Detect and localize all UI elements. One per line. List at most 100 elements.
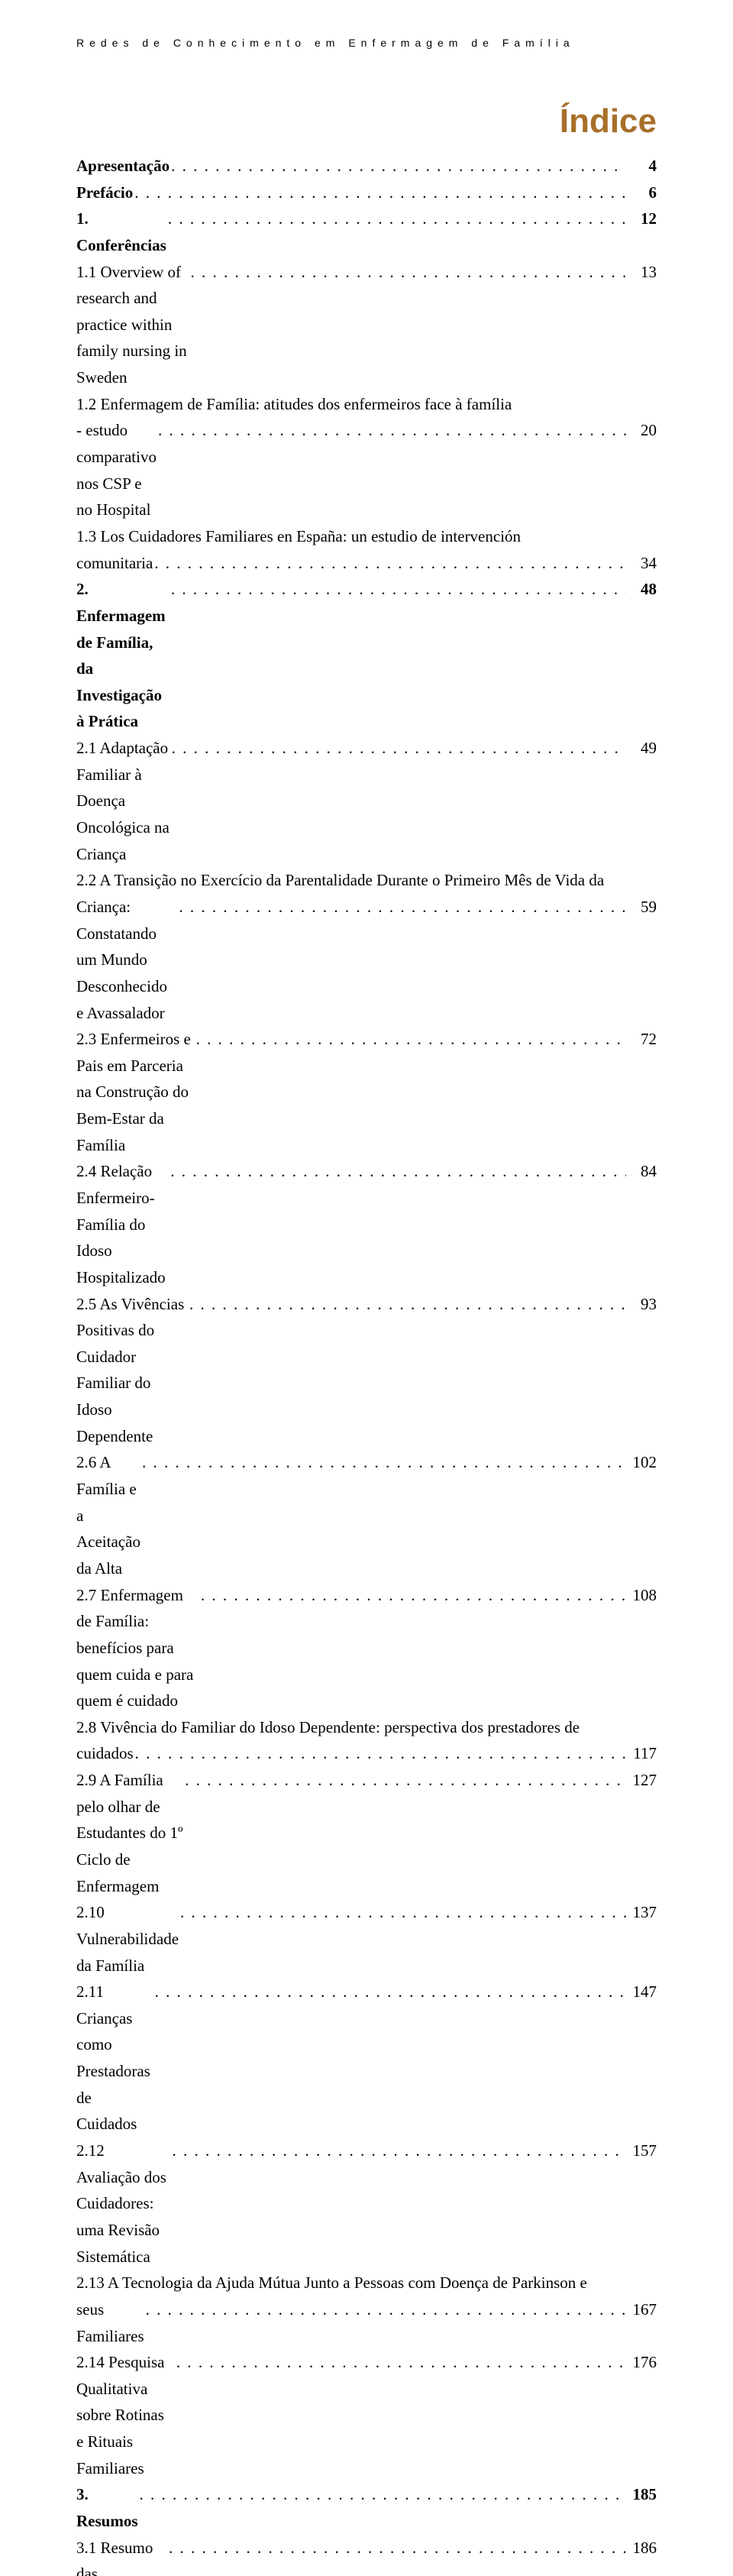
- toc-page-number: 12: [626, 205, 657, 232]
- toc-page-number: 127: [626, 1767, 657, 1794]
- toc-line: 2.7 Enfermagem de Família: benefícios pa…: [76, 1582, 657, 1714]
- toc-line: 1.1 Overview of research and practice wi…: [76, 259, 657, 391]
- document-page: Redes de Conhecimento em Enfermagem de F…: [0, 0, 733, 2576]
- toc-page-number: 48: [626, 576, 657, 603]
- toc-leader: . . . . . . . . . . . . . . . . . . . . …: [169, 1158, 626, 1185]
- toc-line: - estudo comparativo nos CSP e no Hospit…: [76, 417, 657, 523]
- toc-page-number: 59: [626, 894, 657, 921]
- toc-entry-text: 3.1 Resumo das comunicações livres: [76, 2535, 167, 2576]
- toc-leader: . . . . . . . . . . . . . . . . . . . . …: [166, 205, 626, 232]
- toc-line: Apresentação. . . . . . . . . . . . . . …: [76, 153, 657, 180]
- toc-line: 1.2 Enfermagem de Família: atitudes dos …: [76, 391, 657, 418]
- toc-entry-text: cuidados: [76, 1740, 134, 1767]
- toc-leader: . . . . . . . . . . . . . . . . . . . . …: [140, 1449, 626, 1476]
- toc-leader: . . . . . . . . . . . . . . . . . . . . …: [134, 1740, 626, 1767]
- toc-line: 2.9 A Família pelo olhar de Estudantes d…: [76, 1767, 657, 1899]
- toc-line: Prefácio. . . . . . . . . . . . . . . . …: [76, 180, 657, 206]
- toc-line: 2.2 A Transição no Exercício da Parental…: [76, 867, 657, 894]
- toc-page-number: 186: [626, 2535, 657, 2561]
- toc-entry-text: 2.11 Crianças como Prestadoras de Cuidad…: [76, 1979, 153, 2137]
- running-header: Redes de Conhecimento em Enfermagem de F…: [76, 37, 657, 49]
- toc-page-number: 6: [626, 180, 657, 206]
- toc-entry-text: 2.2 A Transição no Exercício da Parental…: [76, 867, 604, 894]
- toc-leader: . . . . . . . . . . . . . . . . . . . . …: [195, 1026, 626, 1053]
- toc-line: cuidados. . . . . . . . . . . . . . . . …: [76, 1740, 657, 1767]
- toc-page-number: 72: [626, 1026, 657, 1053]
- toc-page-number: 49: [626, 735, 657, 762]
- toc-page-number: 147: [626, 1979, 657, 2005]
- toc-entry-text: 2.4 Relação Enfermeiro-Família do Idoso …: [76, 1158, 169, 1290]
- toc-entry-text: comunitaria: [76, 550, 153, 577]
- toc-page-number: 157: [626, 2137, 657, 2164]
- toc-page-number: 20: [626, 417, 657, 444]
- toc-line: 2.11 Crianças como Prestadoras de Cuidad…: [76, 1979, 657, 2137]
- toc-entry-text: 1.1 Overview of research and practice wi…: [76, 259, 189, 391]
- toc-leader: . . . . . . . . . . . . . . . . . . . . …: [170, 2137, 626, 2164]
- toc-page-number: 4: [626, 153, 657, 180]
- toc-entry-text: Prefácio: [76, 180, 133, 206]
- toc-entry-text: 2.1 Adaptação Familiar à Doença Oncológi…: [76, 735, 170, 867]
- toc-line: 3. Resumos. . . . . . . . . . . . . . . …: [76, 2481, 657, 2534]
- toc-entry-text: 2.6 A Família e a Aceitação da Alta: [76, 1449, 140, 1581]
- toc-line: comunitaria. . . . . . . . . . . . . . .…: [76, 550, 657, 577]
- toc-page-number: 84: [626, 1158, 657, 1185]
- toc-page-number: 137: [626, 1899, 657, 1926]
- toc-leader: . . . . . . . . . . . . . . . . . . . . …: [170, 735, 626, 762]
- toc-entry-text: seus Familiares: [76, 2296, 144, 2349]
- toc-line: 1.3 Los Cuidadores Familiares en España:…: [76, 523, 657, 550]
- toc-entry-text: - estudo comparativo nos CSP e no Hospit…: [76, 417, 157, 523]
- toc-leader: . . . . . . . . . . . . . . . . . . . . …: [170, 576, 626, 603]
- toc-page-number: 102: [626, 1449, 657, 1476]
- toc-leader: . . . . . . . . . . . . . . . . . . . . …: [138, 2481, 626, 2508]
- toc-entry-text: 2. Enfermagem de Família, da Investigaçã…: [76, 576, 170, 735]
- toc-entry-text: 2.12 Avaliação dos Cuidadores: uma Revis…: [76, 2137, 170, 2270]
- toc-entry-text: 2.8 Vivência do Familiar do Idoso Depend…: [76, 1714, 580, 1741]
- toc-leader: . . . . . . . . . . . . . . . . . . . . …: [153, 1979, 626, 2005]
- toc-line: 2.4 Relação Enfermeiro-Família do Idoso …: [76, 1158, 657, 1290]
- toc-entry-text: 2.13 A Tecnologia da Ajuda Mútua Junto a…: [76, 2270, 587, 2296]
- toc-line: 3.1 Resumo das comunicações livres. . . …: [76, 2535, 657, 2576]
- toc-leader: . . . . . . . . . . . . . . . . . . . . …: [167, 2535, 626, 2561]
- toc-leader: . . . . . . . . . . . . . . . . . . . . …: [183, 1767, 626, 1794]
- toc-line: 2.6 A Família e a Aceitação da Alta. . .…: [76, 1449, 657, 1581]
- toc-leader: . . . . . . . . . . . . . . . . . . . . …: [170, 153, 626, 180]
- toc-line: 2.12 Avaliação dos Cuidadores: uma Revis…: [76, 2137, 657, 2270]
- toc-entry-text: 2.5 As Vivências Positivas do Cuidador F…: [76, 1291, 188, 1450]
- toc-entry-text: 2.10 Vulnerabilidade da Família: [76, 1899, 179, 1979]
- toc-leader: . . . . . . . . . . . . . . . . . . . . …: [153, 550, 626, 577]
- toc-page-number: 93: [626, 1291, 657, 1318]
- toc-entry-text: 2.9 A Família pelo olhar de Estudantes d…: [76, 1767, 183, 1899]
- toc-line: 2. Enfermagem de Família, da Investigaçã…: [76, 576, 657, 735]
- toc-leader: . . . . . . . . . . . . . . . . . . . . …: [133, 180, 626, 206]
- toc-line: seus Familiares. . . . . . . . . . . . .…: [76, 2296, 657, 2349]
- toc-page-number: 185: [626, 2481, 657, 2508]
- toc-leader: . . . . . . . . . . . . . . . . . . . . …: [179, 1899, 626, 1926]
- toc-leader: . . . . . . . . . . . . . . . . . . . . …: [144, 2296, 626, 2323]
- toc-line: 2.3 Enfermeiros e Pais em Parceria na Co…: [76, 1026, 657, 1158]
- page-title: Índice: [76, 102, 657, 141]
- toc-line: 2.5 As Vivências Positivas do Cuidador F…: [76, 1291, 657, 1450]
- toc-line: 2.8 Vivência do Familiar do Idoso Depend…: [76, 1714, 657, 1741]
- toc-entry-text: 3. Resumos: [76, 2481, 138, 2534]
- toc-leader: . . . . . . . . . . . . . . . . . . . . …: [189, 259, 627, 286]
- toc-line: Criança: Constatando um Mundo Desconheci…: [76, 894, 657, 1026]
- toc-leader: . . . . . . . . . . . . . . . . . . . . …: [199, 1582, 626, 1609]
- toc-line: 2.13 A Tecnologia da Ajuda Mútua Junto a…: [76, 2270, 657, 2296]
- toc-leader: . . . . . . . . . . . . . . . . . . . . …: [188, 1291, 626, 1318]
- toc-page-number: 108: [626, 1582, 657, 1609]
- toc-entry-text: Apresentação: [76, 153, 170, 180]
- toc-page-number: 13: [626, 259, 657, 286]
- toc-line: 1. Conferências. . . . . . . . . . . . .…: [76, 205, 657, 258]
- toc-entry-text: 2.3 Enfermeiros e Pais em Parceria na Co…: [76, 1026, 195, 1158]
- toc-line: 2.10 Vulnerabilidade da Família. . . . .…: [76, 1899, 657, 1979]
- toc-entry-text: 1.3 Los Cuidadores Familiares en España:…: [76, 523, 521, 550]
- toc-entry-text: 1.2 Enfermagem de Família: atitudes dos …: [76, 391, 512, 418]
- toc-leader: . . . . . . . . . . . . . . . . . . . . …: [157, 417, 626, 444]
- toc-entry-text: 2.7 Enfermagem de Família: benefícios pa…: [76, 1582, 199, 1714]
- toc-page-number: 34: [626, 550, 657, 577]
- toc-page-number: 117: [626, 1740, 657, 1767]
- table-of-contents: Apresentação. . . . . . . . . . . . . . …: [76, 153, 657, 2576]
- toc-line: 2.1 Adaptação Familiar à Doença Oncológi…: [76, 735, 657, 867]
- toc-leader: . . . . . . . . . . . . . . . . . . . . …: [177, 894, 626, 921]
- toc-page-number: 167: [626, 2296, 657, 2323]
